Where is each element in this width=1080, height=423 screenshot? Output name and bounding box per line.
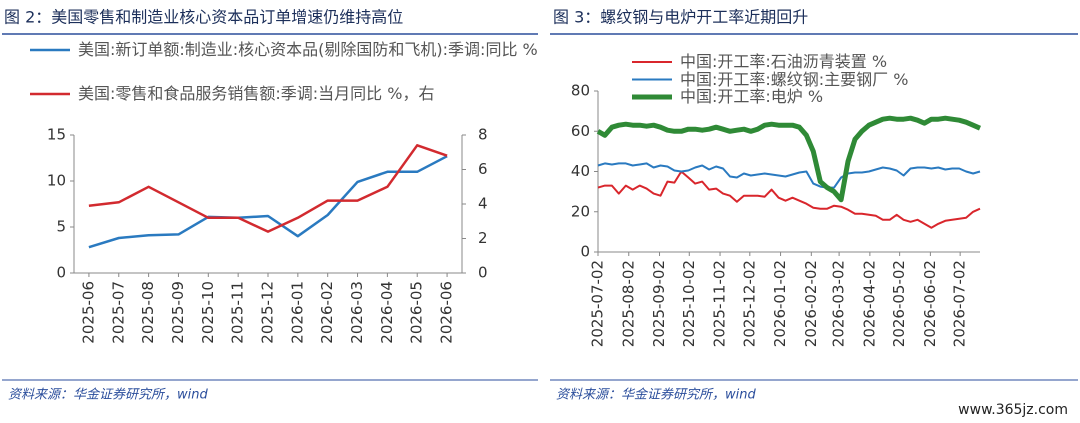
legend-label: 中国:开工率:电炉 %: [680, 87, 824, 106]
y-tick-label: 40: [571, 162, 590, 180]
x-tick-label: 2025-06: [79, 281, 97, 344]
x-tick-label: 2025-10: [199, 281, 217, 344]
y-tick-label: 20: [571, 202, 590, 220]
x-tick-label: 2025-08: [139, 281, 157, 344]
x-tick-label: 2026-04-02: [860, 260, 878, 347]
y-tick-label: 0: [580, 243, 590, 261]
series-line: [88, 144, 448, 233]
y2-tick-label: 8: [478, 126, 488, 144]
legend-label: 中国:开工率:螺纹钢:主要钢厂 %: [680, 69, 909, 89]
x-tick-label: 2026-02: [318, 281, 336, 344]
y-tick-label: 80: [571, 82, 590, 100]
x-tick-label: 2025-09: [169, 281, 187, 344]
y-tick-label: 60: [571, 122, 590, 140]
y2-tick-label: 6: [478, 160, 488, 178]
y2-tick-label: 2: [478, 229, 488, 247]
chart-title: 图 2：美国零售和制造业核心资本品订单增速仍维持高位: [4, 8, 403, 27]
source: 资料来源：华金证券研究所，wind: [8, 387, 208, 403]
legend-label: 美国:零售和食品服务销售额:季调:当月同比 %，右: [78, 84, 435, 103]
x-tick-label: 2025-08-02: [619, 260, 637, 347]
x-tick-label: 2025-11-02: [711, 260, 729, 347]
source: 资料来源：华金证券研究所，wind: [556, 387, 756, 403]
x-tick-label: 2026-06: [438, 281, 456, 344]
x-tick-label: 2025-07-02: [589, 260, 607, 347]
x-tick-label: 2025-07: [109, 281, 127, 344]
y-tick-label: 15: [47, 126, 66, 144]
x-tick-label: 2026-05: [408, 281, 426, 344]
x-tick-label: 2025-12-02: [740, 260, 758, 347]
series-line: [88, 155, 448, 249]
x-tick-label: 2026-03-02: [830, 260, 848, 347]
watermark: www.365jz.com: [958, 402, 1068, 418]
x-tick-label: 2026-03: [348, 281, 366, 344]
y2-tick-label: 0: [478, 264, 488, 282]
legend-label: 美国:新订单额:制造业:核心资本品(剔除国防和飞机):季调:同比 %: [78, 40, 538, 59]
x-tick-label: 2026-07-02: [951, 260, 969, 347]
x-tick-label: 2026-01: [288, 281, 306, 344]
legend-label: 中国:开工率:石油沥青装置 %: [680, 52, 888, 71]
x-tick-label: 2025-12: [259, 281, 277, 344]
series-line: [596, 115, 981, 203]
x-tick-label: 2025-10-02: [680, 260, 698, 347]
x-tick-label: 2026-02-02: [802, 260, 820, 347]
x-tick-label: 2026-04: [378, 281, 396, 344]
y-tick-label: 5: [56, 218, 66, 236]
x-tick-label: 2025-09-02: [650, 260, 668, 347]
x-tick-label: 2026-06-02: [921, 260, 939, 347]
chart-title: 图 3：螺纹钢与电炉开工率近期回升: [553, 8, 808, 27]
y-tick-label: 10: [47, 172, 66, 190]
x-tick-label: 2026-05-02: [890, 260, 908, 347]
x-tick-label: 2026-01-02: [771, 260, 789, 347]
series-line: [597, 170, 981, 229]
x-tick-label: 2025-11: [229, 281, 247, 344]
series-line: [597, 162, 981, 189]
y-tick-label: 0: [56, 264, 66, 282]
y2-tick-label: 4: [478, 195, 488, 213]
